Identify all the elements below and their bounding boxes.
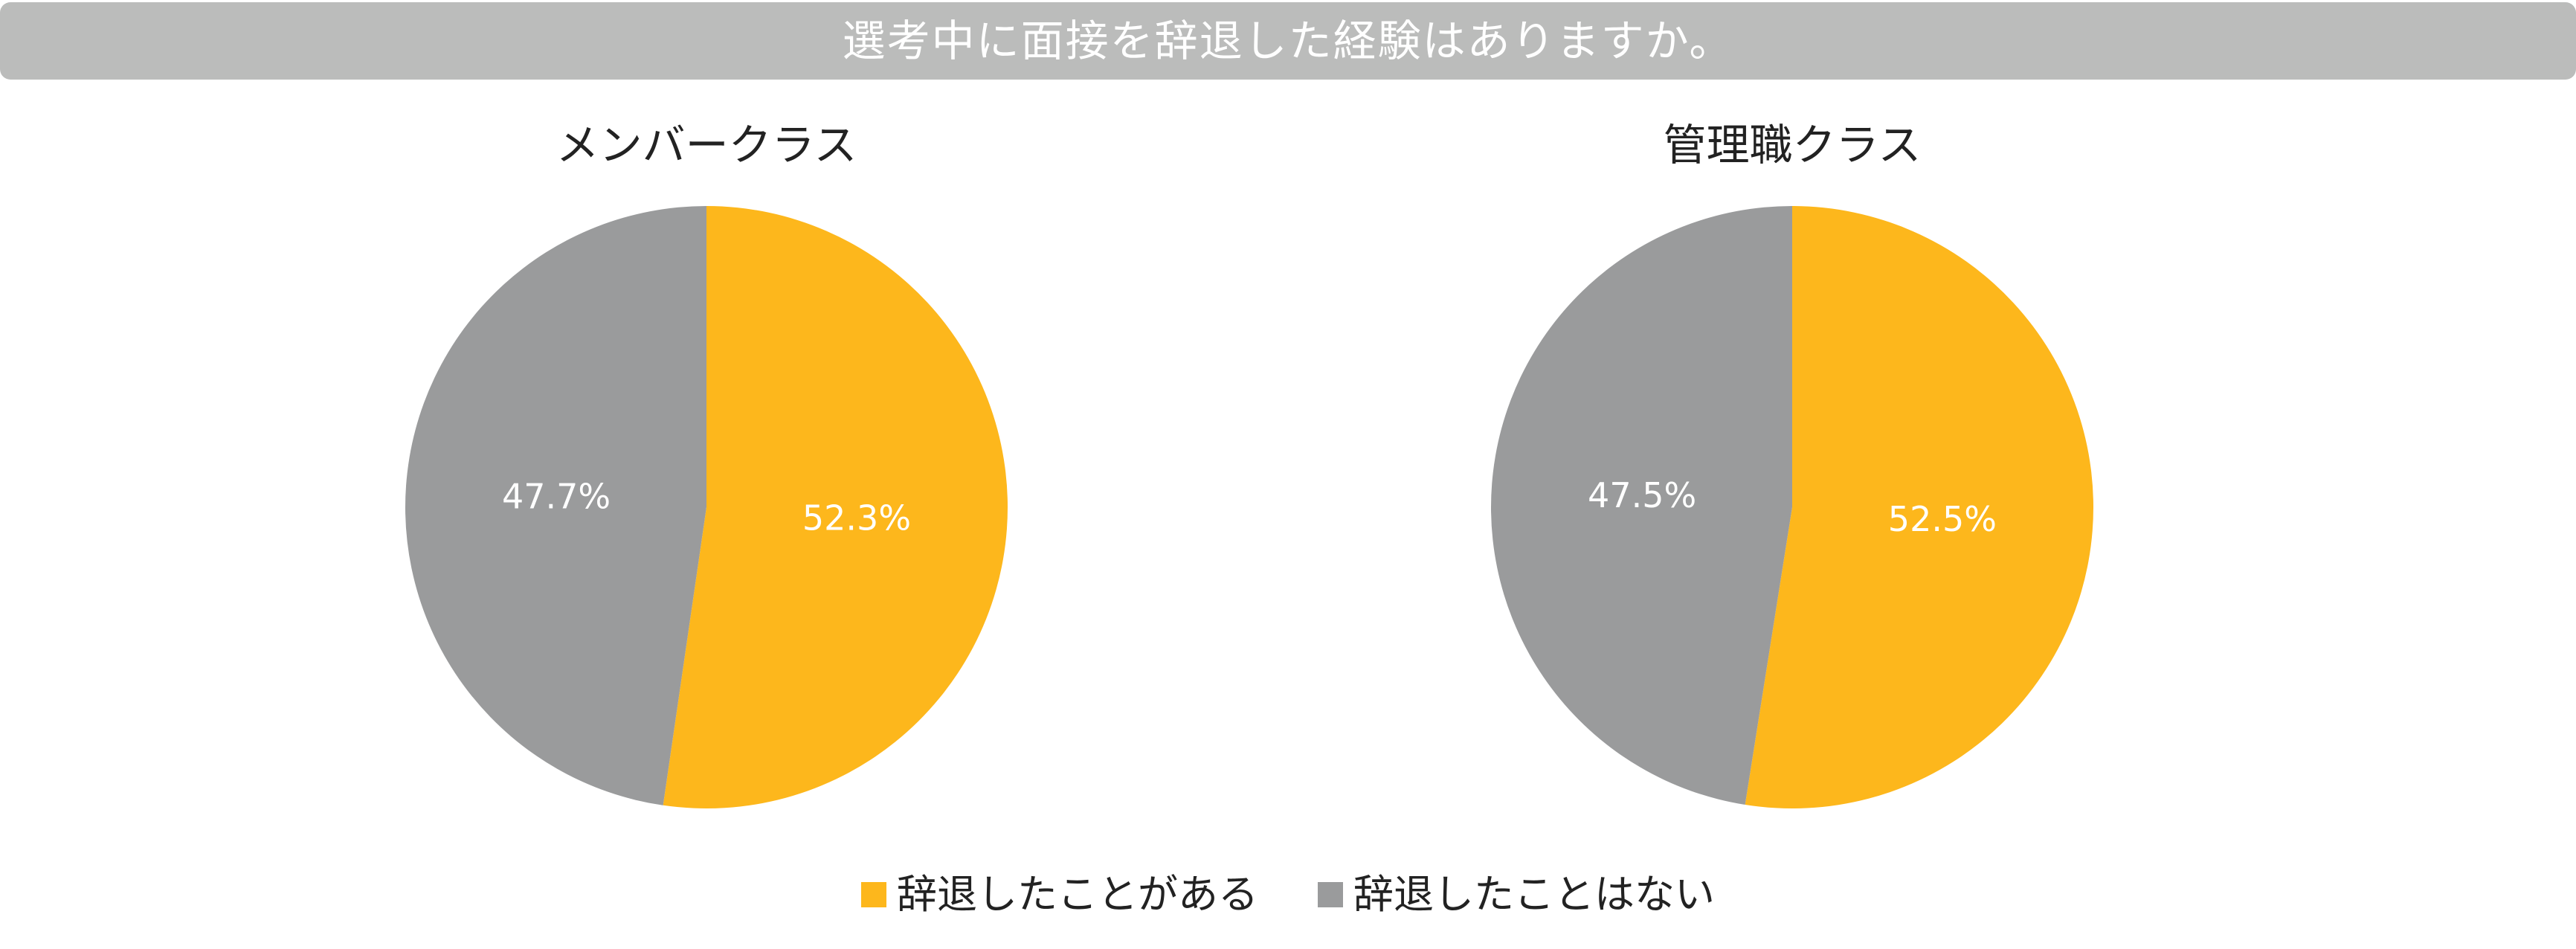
legend-swatch-yes bbox=[861, 882, 886, 907]
pie-slice-member-yes bbox=[663, 206, 1008, 808]
legend-label-yes: 辞退したことがある bbox=[897, 871, 1258, 918]
legend-item-yes: 辞退したことがある bbox=[861, 875, 1258, 915]
legend: 辞退したことがある 辞退したことはない bbox=[0, 869, 2576, 921]
data-label-member-no: 47.7% bbox=[502, 476, 611, 516]
pie-slice-manager-no bbox=[1490, 206, 1792, 805]
legend-label-no: 辞退したことはない bbox=[1353, 871, 1715, 918]
legend-swatch-no bbox=[1318, 882, 1343, 907]
data-label-manager-yes: 52.5% bbox=[1888, 499, 1997, 539]
page-title: 選考中に面接を辞退した経験はありますか。 bbox=[842, 16, 1734, 66]
pie-chart-member: メンバークラス 52.3% 47.7% bbox=[405, 120, 1008, 808]
pie-slice-member-no bbox=[405, 206, 706, 805]
chart-title-manager: 管理職クラス bbox=[1664, 120, 1922, 170]
chart-title-member: メンバークラス bbox=[556, 120, 857, 170]
header-bar: 選考中に面接を辞退した経験はありますか。 bbox=[0, 2, 2576, 80]
pie-chart-manager: 管理職クラス 52.5% 47.5% bbox=[1490, 120, 2093, 808]
data-label-manager-no: 47.5% bbox=[1588, 475, 1696, 515]
data-label-member-yes: 52.3% bbox=[802, 498, 911, 538]
pie-slice-manager-yes bbox=[1745, 206, 2093, 808]
legend-item-no: 辞退したことはない bbox=[1318, 875, 1715, 915]
